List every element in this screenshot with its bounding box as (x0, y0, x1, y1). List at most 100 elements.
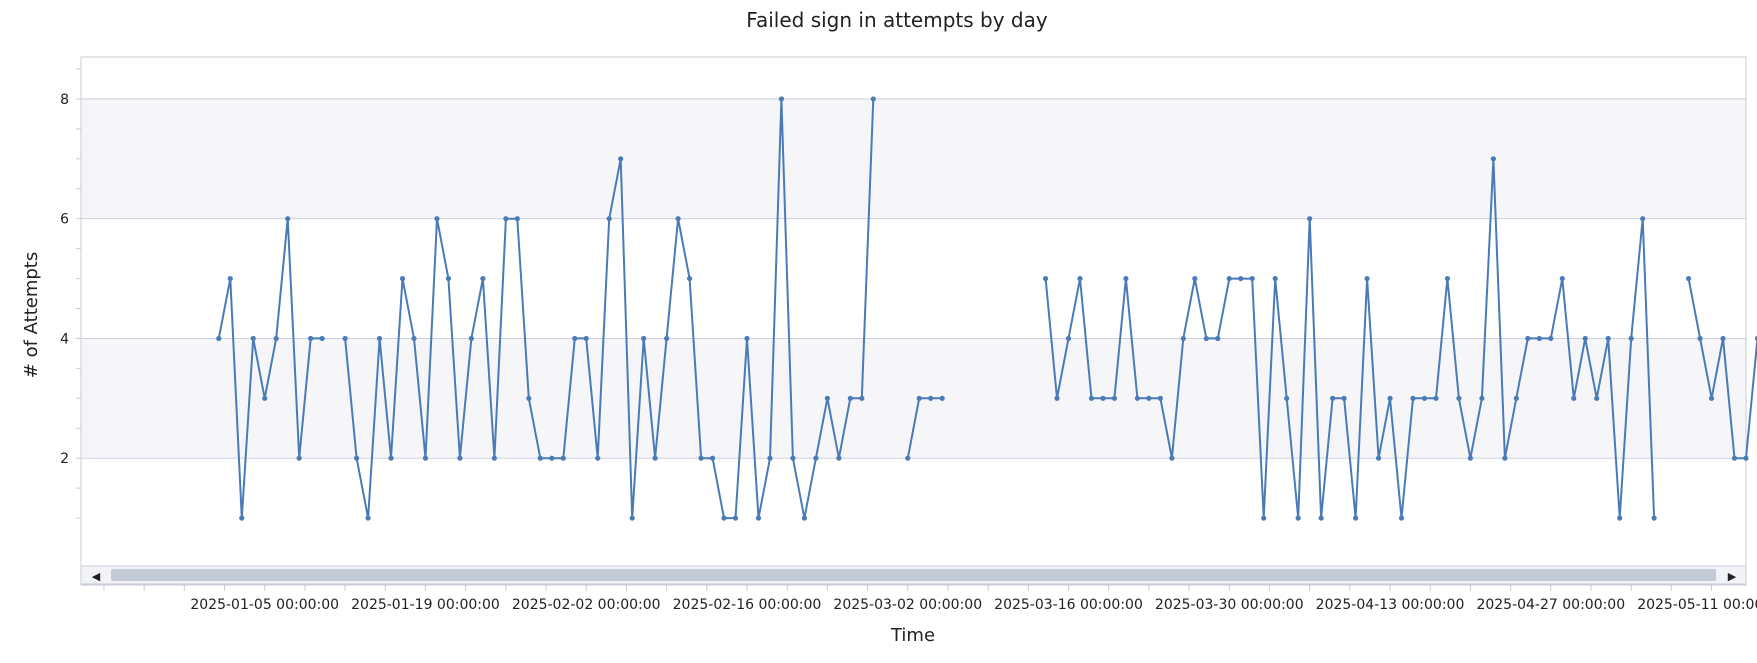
data-point (1352, 515, 1359, 521)
data-point (1249, 275, 1255, 282)
data-point (1513, 395, 1519, 401)
y-tick-marks (76, 68, 81, 519)
data-point (514, 216, 520, 222)
data-point (1134, 395, 1141, 401)
data-point (836, 455, 842, 461)
plot-area: 2 4 6 8 (60, 56, 1757, 586)
x-tick-label: 2025-02-16 00:00:00 (673, 597, 822, 613)
data-point (767, 455, 773, 461)
data-point (1525, 335, 1531, 342)
data-point (1261, 515, 1267, 521)
x-axis-title: Time (890, 625, 935, 646)
data-point (1295, 515, 1301, 521)
x-tick-label: 2025-01-19 00:00:00 (351, 597, 500, 613)
data-point (1272, 275, 1278, 282)
data-point (1617, 515, 1623, 521)
data-point (285, 216, 291, 222)
y-tick-label: 4 (60, 331, 69, 347)
data-point (1731, 455, 1738, 461)
data-point (1364, 275, 1370, 282)
data-point (1192, 275, 1198, 282)
data-point (813, 455, 819, 461)
plot-bands (81, 98, 1746, 459)
data-point (549, 455, 555, 461)
data-point (1318, 515, 1324, 521)
x-tick-label: 2025-02-02 00:00:00 (512, 597, 661, 613)
data-point (1042, 275, 1049, 282)
x-tick-label: 2025-03-02 00:00:00 (833, 597, 982, 613)
data-point (1284, 395, 1290, 401)
plot-band (81, 338, 1746, 459)
data-point (342, 335, 348, 342)
data-point (870, 96, 876, 102)
data-point (686, 275, 693, 282)
data-point (319, 335, 325, 342)
data-point (537, 455, 543, 461)
scroll-right-arrow-icon[interactable]: ▶ (1728, 570, 1737, 583)
data-point (1123, 275, 1129, 282)
data-point (216, 335, 222, 342)
data-point (618, 156, 624, 162)
y-axis-title: # of Attempts (21, 252, 42, 378)
horizontal-scrollbar[interactable]: ◀ ▶ (80, 565, 1747, 585)
data-point (1502, 455, 1508, 461)
x-tick-labels: 2025-01-05 00:00:00 2025-01-19 00:00:00 20… (190, 597, 1757, 613)
data-point (1490, 156, 1496, 162)
data-point (1720, 335, 1726, 342)
data-point (709, 455, 716, 461)
data-point (422, 455, 429, 461)
y-tick-label: 8 (60, 92, 69, 108)
data-point (572, 335, 578, 342)
data-point (1100, 395, 1106, 401)
data-point (1456, 395, 1462, 401)
data-point (790, 455, 796, 461)
data-point (1215, 335, 1221, 342)
data-point (641, 335, 647, 342)
series-line (217, 217, 323, 520)
data-point (1421, 395, 1428, 401)
data-point (308, 335, 314, 342)
data-point (399, 275, 406, 282)
data-point (652, 455, 658, 461)
data-point (1444, 275, 1451, 282)
data-point (1307, 216, 1313, 222)
data-point (664, 335, 670, 342)
series-line (906, 397, 943, 459)
data-point (1559, 275, 1565, 282)
data-point (847, 395, 853, 401)
data-point (1330, 395, 1336, 401)
data-point (526, 395, 532, 401)
y-tick-label: 2 (60, 451, 69, 467)
data-point (629, 515, 635, 521)
data-point (1180, 335, 1186, 342)
data-point (1697, 335, 1703, 342)
data-point (1341, 395, 1347, 401)
data-point (1708, 395, 1715, 401)
data-point (1754, 335, 1757, 342)
x-tick-label: 2025-03-30 00:00:00 (1155, 597, 1304, 613)
data-point (801, 515, 808, 521)
data-point (1743, 455, 1749, 461)
data-point (227, 275, 233, 282)
data-point (1398, 515, 1405, 521)
data-point (365, 515, 371, 521)
data-point (1077, 275, 1083, 282)
scroll-left-arrow-icon[interactable]: ◀ (92, 570, 101, 583)
data-point (1467, 455, 1474, 461)
data-point (583, 335, 589, 342)
data-point (928, 395, 934, 401)
x-tick-label: 2025-01-05 00:00:00 (190, 597, 339, 613)
scrollbar-thumb[interactable] (111, 569, 1716, 581)
data-point (1157, 395, 1163, 401)
data-point (457, 455, 463, 461)
data-point (262, 395, 268, 401)
data-point (411, 335, 417, 342)
data-point (675, 216, 681, 222)
x-tick-label: 2025-04-13 00:00:00 (1316, 597, 1465, 613)
x-tick-marks (103, 585, 1713, 591)
data-point (560, 455, 566, 461)
data-point (503, 216, 509, 222)
data-point (1410, 395, 1416, 401)
data-point (698, 455, 704, 461)
data-point (273, 335, 279, 342)
